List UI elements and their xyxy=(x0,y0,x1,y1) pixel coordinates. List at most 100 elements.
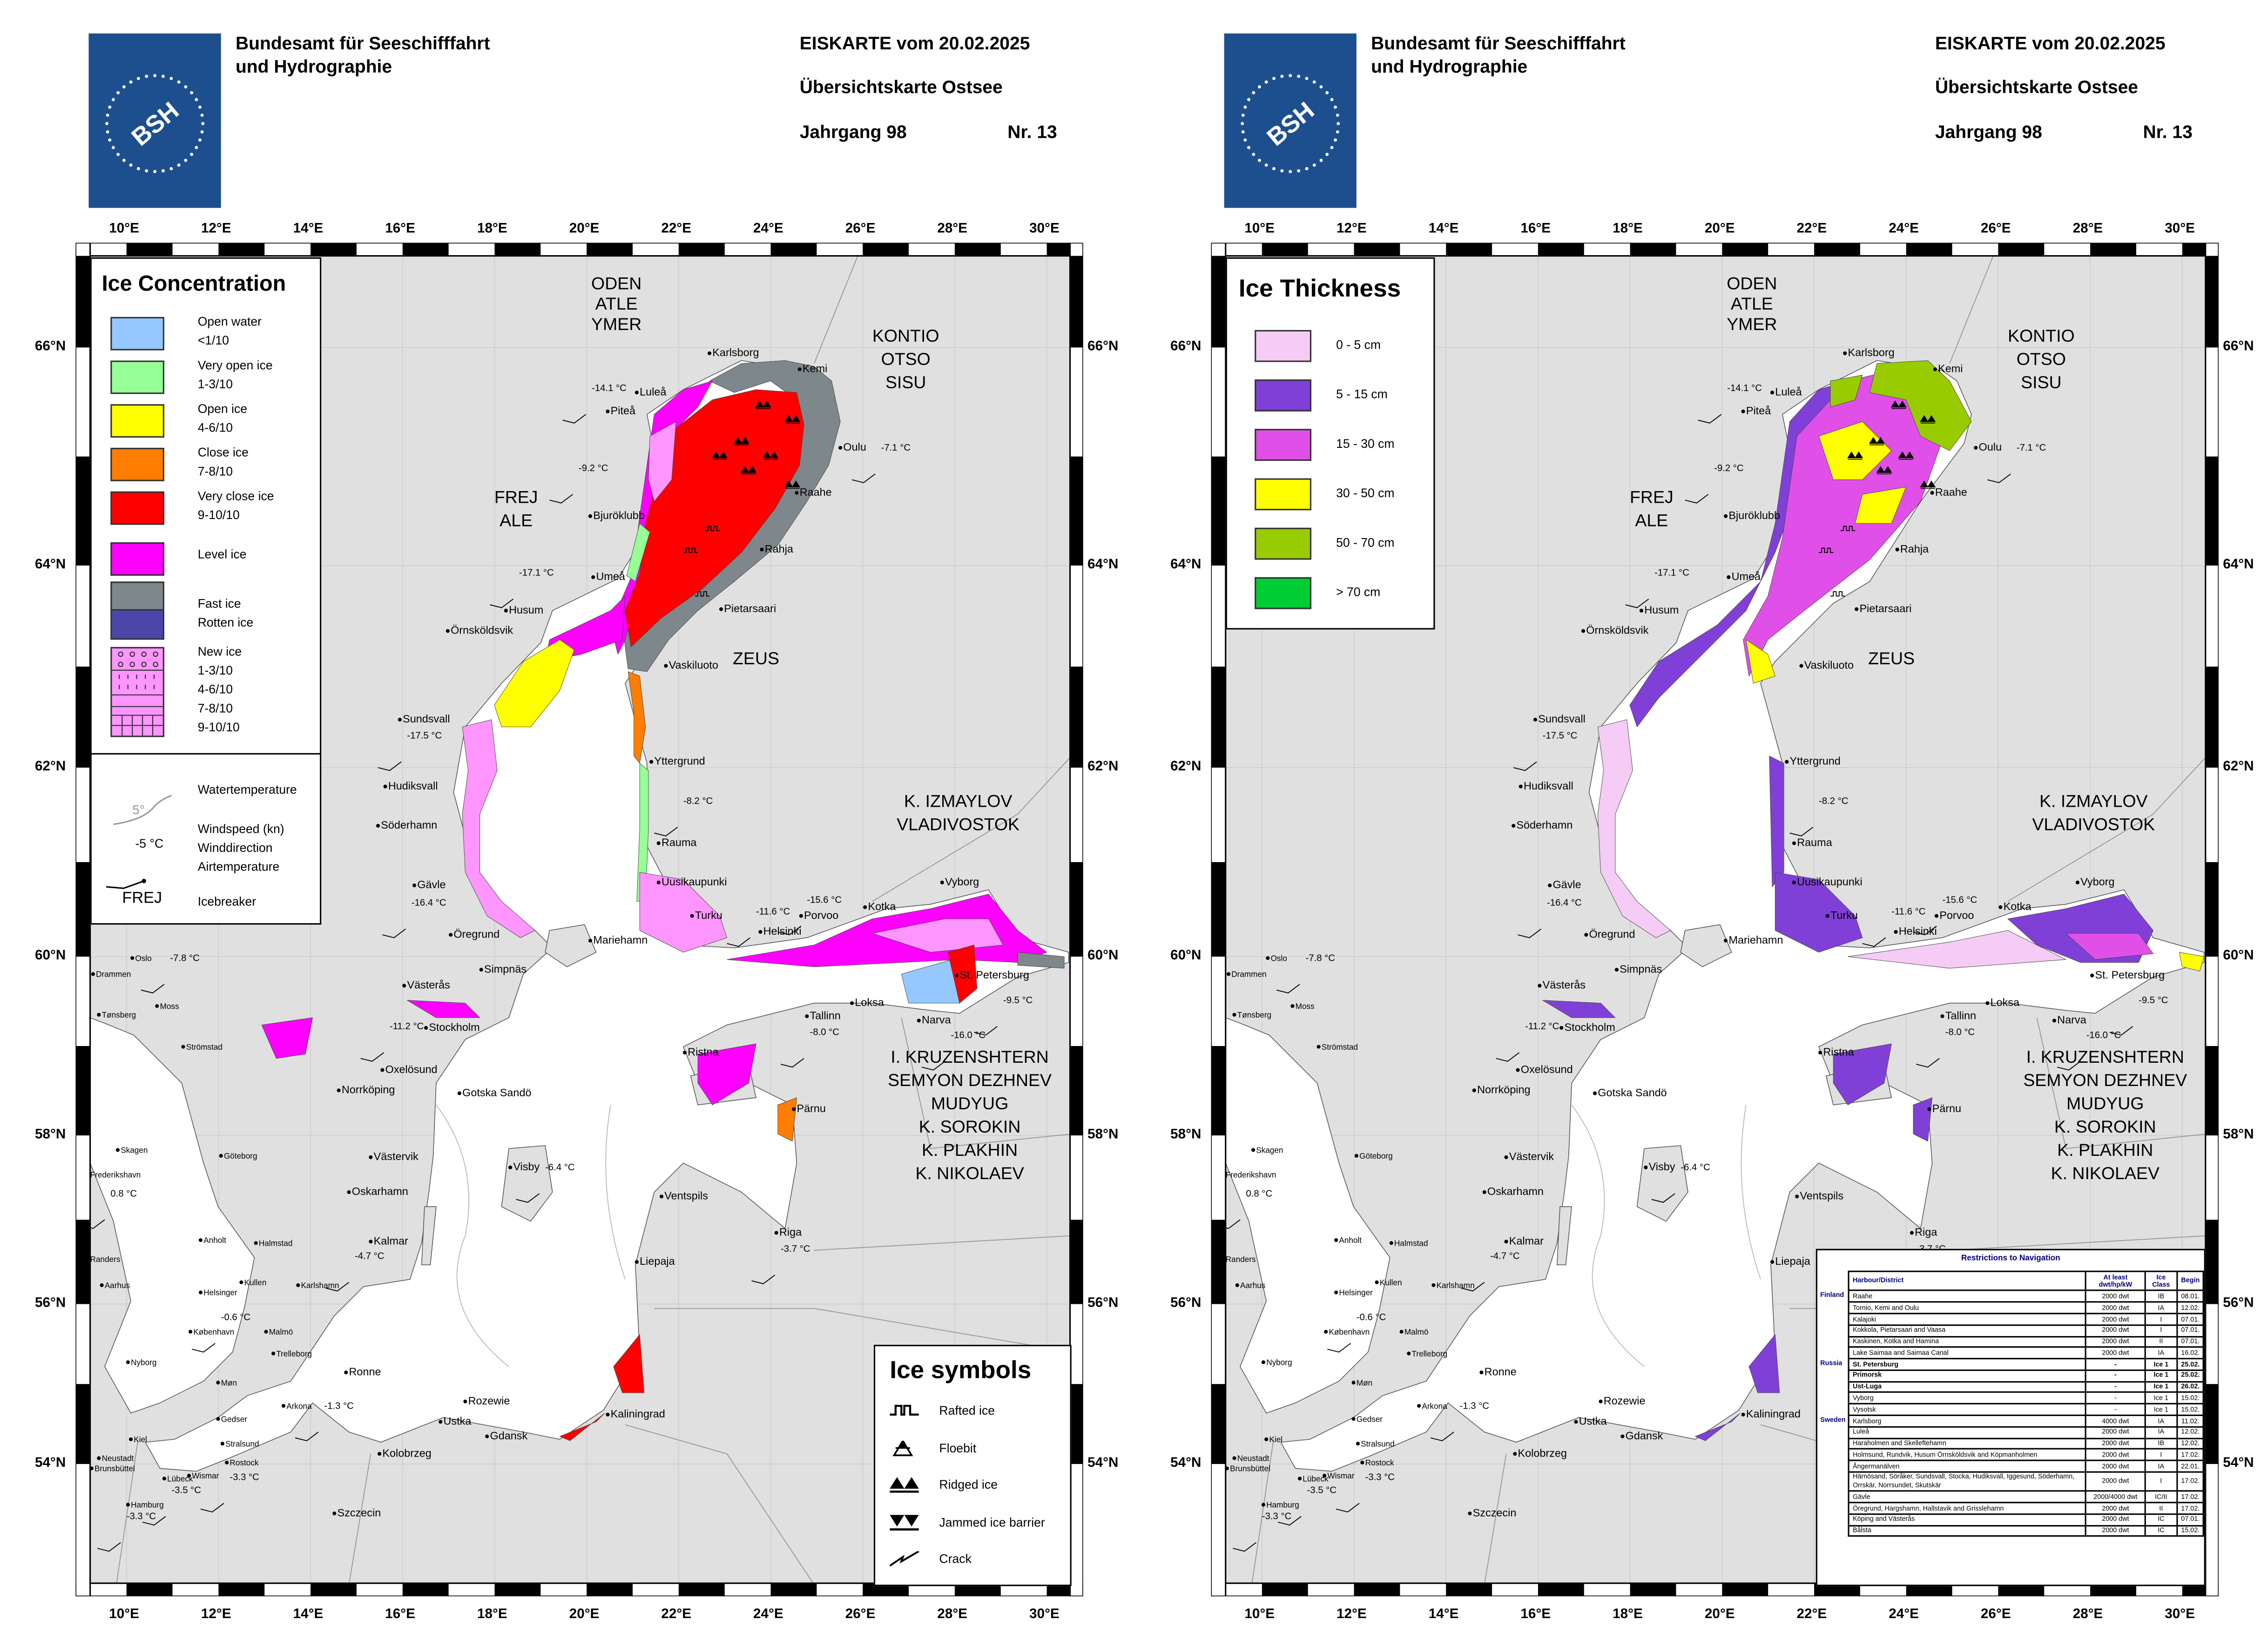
place-label: Yttergrund xyxy=(654,755,705,767)
latitude-label: 62°N xyxy=(1087,759,1119,775)
wind-barb-icon xyxy=(727,937,751,947)
ridged-ice-symbol xyxy=(1869,437,1885,445)
place-label: Neustadt xyxy=(1237,1454,1269,1463)
place-label: Lübeck xyxy=(167,1474,193,1483)
concentration-swatch xyxy=(110,447,164,481)
concentration-swatch xyxy=(110,360,164,394)
place-label: Gedser xyxy=(1357,1414,1383,1424)
place-marker xyxy=(296,1283,300,1287)
latitude-label: 58°N xyxy=(34,1127,66,1143)
latitude-label: 54°N xyxy=(1170,1455,1202,1471)
place-marker xyxy=(1251,1148,1256,1152)
air-temperature-label: -8.0 °C xyxy=(810,1027,839,1038)
place-label: Mariehamn xyxy=(1728,934,1783,946)
thickness-50-70-area xyxy=(1869,360,1972,451)
place-label: Rauma xyxy=(662,837,697,849)
air-temperature-label: 0.8 °C xyxy=(1246,1188,1272,1199)
place-marker xyxy=(1927,1107,1931,1111)
logo-star-dot xyxy=(1336,130,1339,134)
place-label: Visby xyxy=(513,1161,540,1173)
wind-barb-icon xyxy=(360,1052,385,1062)
place-marker xyxy=(239,1280,243,1284)
logo-star-dot xyxy=(200,114,204,117)
class-cell: IA xyxy=(2144,1346,2178,1360)
place-label: Pärnu xyxy=(1932,1102,1961,1114)
new-ice-label: 1-3/10 xyxy=(197,663,233,678)
place-label: Kotka xyxy=(868,900,896,912)
place-marker xyxy=(1985,1001,1990,1005)
place-marker xyxy=(1504,1240,1508,1244)
wind-barb-icon xyxy=(142,1516,166,1526)
frame-tick xyxy=(402,243,449,256)
air-temperature-label: -16.0 °C xyxy=(2086,1030,2121,1040)
air-temperature-label: -17.5 °C xyxy=(1543,731,1578,741)
place-label: Helsinki xyxy=(1899,925,1937,937)
longitude-label: 24°E xyxy=(753,221,783,237)
logo-star-dot xyxy=(201,122,205,125)
place-label: Møn xyxy=(1357,1378,1372,1387)
legend-title: Ice symbols xyxy=(890,1356,1032,1384)
icebreaker-label: OTSO xyxy=(881,349,931,369)
place-label: Rahja xyxy=(1900,543,1929,555)
place-label: Strömstad xyxy=(186,1042,223,1052)
gotland-island xyxy=(1636,1145,1688,1222)
icebreaker-label: VLADIVOSTOK xyxy=(2032,814,2155,834)
logo-star-dot xyxy=(153,170,157,173)
frame-tick xyxy=(1211,256,1226,348)
logo-star-dot xyxy=(116,91,120,94)
min-cell: - xyxy=(2085,1403,2146,1416)
concentration-range: 1-3/10 xyxy=(197,376,233,391)
place-label: Bjuröklubb xyxy=(593,509,645,521)
class-cell: IA xyxy=(2144,1301,2178,1315)
wind-barb-icon xyxy=(1625,598,1649,608)
legend-label: Close ice 7-8/10 xyxy=(198,444,249,481)
place-label: Oxelösund xyxy=(385,1063,438,1075)
class-cell: IB xyxy=(2144,1437,2178,1450)
thickness-5-15-area xyxy=(1775,872,1863,953)
place-label: Tallinn xyxy=(810,1009,841,1021)
icebreaker-label: SEMYON DEZHNEV xyxy=(888,1070,1052,1090)
place-label: Szczecin xyxy=(1473,1506,1517,1518)
place-marker xyxy=(162,1477,166,1481)
icebreaker-sample: FREJ xyxy=(122,890,162,907)
place-label: Oulu xyxy=(843,441,866,453)
frame-tick xyxy=(587,243,633,256)
logo-star-dot xyxy=(108,105,112,109)
frame-tick xyxy=(770,1583,817,1597)
air-temperature-label: -0.6 °C xyxy=(1357,1312,1386,1323)
place-marker xyxy=(337,1088,341,1093)
map-frame xyxy=(1211,243,2219,1597)
latitude-label: 54°N xyxy=(1087,1455,1119,1471)
place-marker xyxy=(1799,664,1803,668)
volume: Jahrgang 98 xyxy=(1935,122,2042,143)
place-marker xyxy=(412,883,417,888)
air-temperature-label: -16.4 °C xyxy=(412,898,446,908)
frame-tick xyxy=(1070,456,1083,566)
latitude-label: 62°N xyxy=(1170,759,1202,775)
place-marker xyxy=(1785,760,1789,764)
place-label: Vaskiluoto xyxy=(669,659,718,671)
station-dot-icon xyxy=(142,878,146,884)
place-marker xyxy=(198,1290,203,1295)
class-cell: Ice 1 xyxy=(2144,1403,2178,1416)
longitude-label: 12°E xyxy=(201,1606,231,1623)
place-marker xyxy=(1930,491,1934,495)
logo-star-dot xyxy=(1272,167,1276,170)
place-marker xyxy=(760,547,764,552)
aland-island xyxy=(545,924,597,967)
latitude-label: 66°N xyxy=(2223,338,2254,355)
place-label: Vaskiluoto xyxy=(1804,659,1854,671)
min-cell: - xyxy=(2085,1358,2146,1371)
place-marker xyxy=(1895,547,1899,552)
place-marker xyxy=(719,607,723,611)
logo-star-dot xyxy=(153,74,157,77)
ice-symbol-label: Floebit xyxy=(939,1440,977,1455)
place-label: Umeå xyxy=(596,570,625,582)
icebreaker-label: ALE xyxy=(500,511,533,530)
place-label: Wismar xyxy=(192,1471,219,1480)
place-marker xyxy=(369,1240,373,1244)
place-label: Helsinger xyxy=(203,1288,237,1297)
place-label: Helsinki xyxy=(763,925,802,937)
wind-barb-icon xyxy=(549,494,574,504)
logo-star-dot xyxy=(1312,80,1316,84)
